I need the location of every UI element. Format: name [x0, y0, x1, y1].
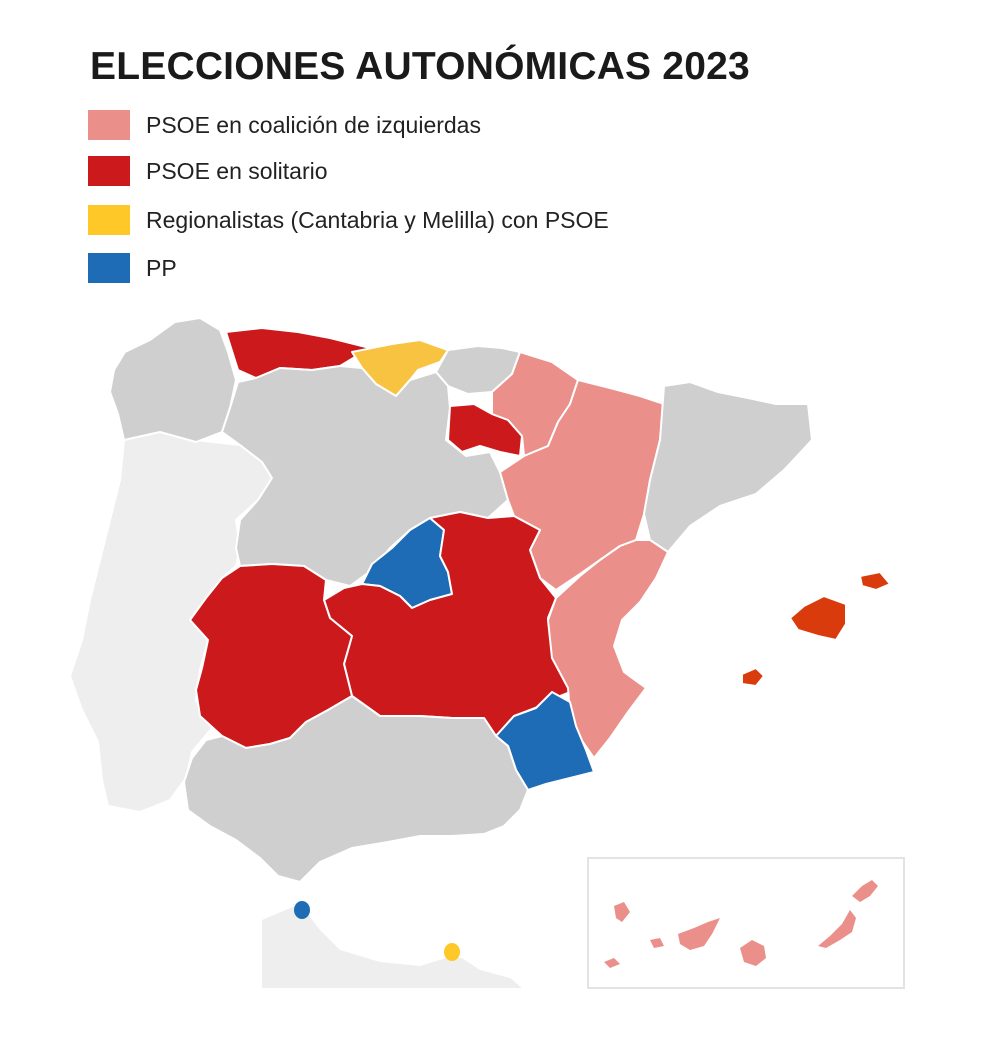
region-andalucia	[183, 695, 529, 883]
legend-label-psoe-coalicion: PSOE en coalición de izquierdas	[146, 112, 481, 138]
region-melilla	[444, 943, 460, 961]
legend-label-regionalistas: Regionalistas (Cantabria y Melilla) con …	[146, 207, 609, 233]
legend-item-psoe-solitario: PSOE en solitario	[88, 156, 688, 186]
region-la-rioja	[447, 403, 523, 457]
legend-label-pp: PP	[146, 255, 177, 281]
canarias-inset-frame	[587, 857, 905, 989]
legend-item-pp: PP	[88, 253, 688, 283]
legend-swatch-psoe-solitario	[88, 156, 130, 186]
north-africa-coast	[262, 904, 522, 988]
region-la-gomera	[650, 938, 664, 948]
region-menorca	[859, 571, 891, 591]
region-la-palma	[614, 902, 630, 922]
legend-item-psoe-coalicion: PSOE en coalición de izquierdas	[88, 110, 688, 140]
region-gran-canaria	[740, 940, 766, 966]
region-valencia	[547, 539, 669, 759]
region-murcia	[495, 691, 595, 791]
region-tenerife	[678, 918, 720, 950]
region-el-hierro	[604, 958, 620, 968]
legend-item-regionalistas: Regionalistas (Cantabria y Melilla) con …	[88, 205, 688, 235]
legend-swatch-psoe-coalicion	[88, 110, 130, 140]
region-ceuta	[294, 901, 310, 919]
region-mallorca	[789, 595, 847, 641]
region-cataluna	[643, 381, 813, 553]
legend-label-psoe-solitario: PSOE en solitario	[146, 158, 328, 184]
legend-swatch-regionalistas	[88, 205, 130, 235]
region-galicia	[109, 317, 237, 443]
region-lanzarote	[852, 880, 878, 902]
region-fuerteventura	[818, 910, 856, 948]
legend-swatch-pp	[88, 253, 130, 283]
region-ibiza	[741, 667, 765, 687]
map-title: ELECCIONES AUTONÓMICAS 2023	[90, 45, 750, 88]
